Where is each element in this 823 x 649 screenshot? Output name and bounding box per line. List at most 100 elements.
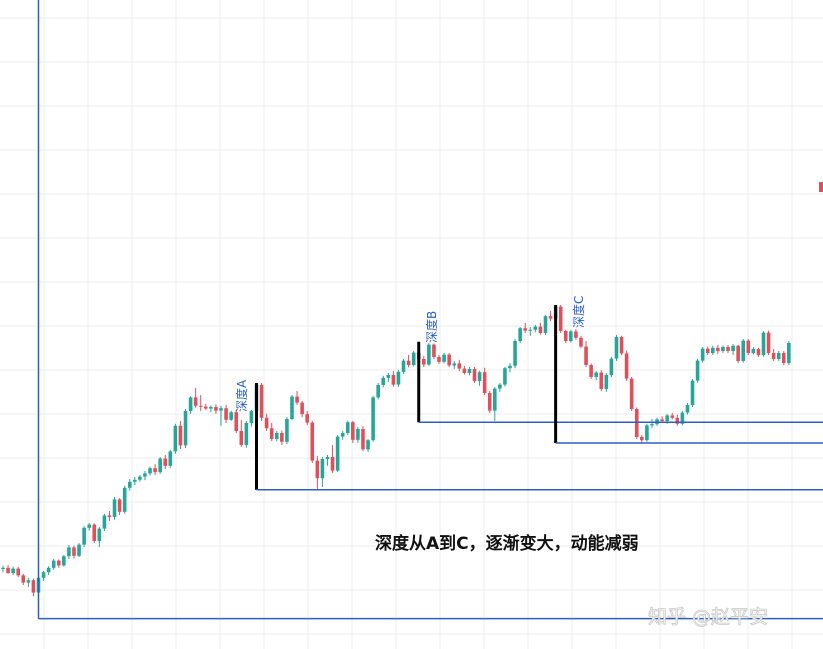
candle-up: [665, 415, 669, 421]
candle-up: [508, 365, 512, 369]
candle-down: [538, 326, 543, 333]
candle-up: [381, 377, 386, 385]
candle-up: [127, 481, 132, 488]
candle-up: [700, 348, 705, 361]
candle-up: [97, 528, 102, 541]
candle-down: [315, 460, 320, 479]
candle-up: [695, 360, 700, 381]
candle-down: [153, 468, 157, 473]
candle-up: [26, 580, 31, 583]
candle-up: [569, 331, 573, 341]
candle-up: [442, 354, 446, 362]
depth-b-label: 深度B: [424, 311, 439, 343]
candle-up: [46, 567, 51, 573]
candle-down: [756, 349, 761, 355]
candle-up: [188, 397, 193, 411]
candle-up: [386, 375, 391, 378]
candle-down: [579, 337, 583, 347]
candle-up: [87, 524, 91, 528]
candle-up: [751, 349, 756, 353]
candle-up: [761, 332, 766, 355]
candle-down: [280, 433, 284, 442]
candle-down: [766, 332, 771, 353]
candle-down: [92, 524, 97, 541]
candle-up: [604, 375, 609, 389]
candle-up: [477, 372, 482, 381]
candle-up: [492, 388, 497, 411]
candle-up: [543, 316, 548, 333]
candle-up: [401, 360, 406, 372]
candle-down: [56, 560, 61, 566]
candle-up: [229, 412, 233, 420]
candle-up: [498, 384, 502, 389]
candle-up: [62, 556, 66, 566]
candle-down: [204, 406, 208, 409]
candle-up: [133, 479, 137, 482]
candle-up: [290, 396, 294, 419]
candle-up: [741, 340, 746, 361]
candle-up: [721, 347, 725, 351]
candle-down: [239, 431, 244, 445]
candle-up: [219, 408, 223, 411]
candle-down: [589, 365, 593, 377]
structure-lines: [37, 0, 823, 620]
candle-up: [340, 433, 345, 437]
candle-up: [371, 397, 375, 441]
right-edge-marker: [819, 182, 823, 192]
candle-down: [107, 515, 112, 517]
candle-up: [690, 380, 695, 405]
candle-down: [705, 348, 710, 353]
candle-up: [158, 458, 162, 473]
candle-up: [77, 544, 81, 556]
candle-down: [224, 408, 228, 420]
candle-down: [391, 375, 396, 385]
candle-up: [168, 451, 173, 466]
candle-up: [594, 372, 598, 377]
candle-down: [629, 378, 634, 409]
candle-down: [619, 337, 624, 354]
candle-down: [72, 547, 76, 556]
candle-down: [117, 499, 122, 512]
candle-down: [437, 357, 441, 362]
candle-up: [82, 527, 86, 545]
candle-down: [361, 429, 365, 450]
candle-down: [234, 412, 239, 431]
candle-up: [513, 341, 517, 366]
candle-up: [143, 473, 147, 477]
candle-down: [432, 344, 436, 357]
candle-up: [173, 425, 178, 452]
candle-down: [736, 345, 740, 361]
candle-down: [716, 347, 720, 351]
candle-down: [295, 396, 299, 403]
candle-down: [422, 359, 426, 365]
candle-down: [447, 354, 451, 366]
candle-up: [614, 337, 619, 359]
watermark: 知乎 @赵平安: [648, 606, 768, 628]
candle-up: [452, 363, 457, 366]
candle-down: [640, 437, 644, 441]
candle-up: [138, 476, 142, 480]
candle-up: [148, 468, 152, 474]
candle-down: [548, 316, 553, 319]
depth-a-label: 深度A: [234, 379, 249, 412]
candle-down: [523, 328, 528, 331]
candle-up: [249, 411, 254, 423]
candle-up: [325, 457, 330, 459]
candle-down: [406, 360, 411, 365]
candle-down: [31, 580, 36, 593]
candle-up: [396, 371, 401, 385]
candle-up: [776, 353, 781, 359]
candle-up: [518, 328, 522, 341]
candle-up: [335, 436, 340, 471]
candle-down: [675, 417, 680, 424]
candle-up: [209, 407, 213, 409]
candle-up: [345, 422, 350, 433]
candle-down: [178, 425, 183, 446]
candle-up: [11, 568, 15, 573]
candle-up: [376, 385, 380, 398]
candle-up: [427, 344, 431, 365]
candle-up: [41, 572, 46, 578]
candle-down: [351, 422, 355, 440]
